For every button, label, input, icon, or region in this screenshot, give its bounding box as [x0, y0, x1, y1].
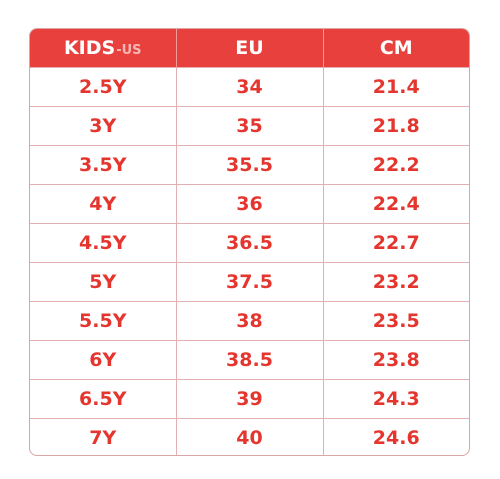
cell-cm-length: 23.2	[323, 261, 469, 301]
table-row: 6.5Y 39 24.3	[30, 378, 469, 418]
table-row: 4Y 36 22.4	[30, 183, 469, 223]
cell-cm-length: 21.8	[323, 105, 469, 145]
table-body: 2.5Y 34 21.4 3Y 35 21.8 3.5Y 35.5 22.2 4…	[30, 66, 469, 455]
size-table-grid: KIDS-US EU CM 2.5Y 34 21.4 3Y 35 21.8 3.…	[30, 29, 469, 455]
table-row: 6Y 38.5 23.8	[30, 339, 469, 379]
cell-cm-length: 21.4	[323, 66, 469, 106]
header-cm: CM	[379, 36, 413, 59]
cell-kids-size: 5.5Y	[30, 300, 177, 340]
cell-cm-length: 22.7	[323, 222, 469, 262]
cell-cm-length: 24.3	[323, 378, 469, 418]
cell-kids-size: 6Y	[30, 339, 177, 379]
cell-kids-size: 5Y	[30, 261, 177, 301]
header-kids-us: KIDS-US	[30, 29, 177, 67]
table-row: 2.5Y 34 21.4	[30, 66, 469, 106]
cell-eu-size: 39	[176, 378, 324, 418]
cell-kids-size: 6.5Y	[30, 378, 177, 418]
header-us-suffix: -US	[116, 42, 142, 58]
cell-eu-size: 38.5	[176, 339, 324, 379]
cell-eu-size: 34	[176, 66, 324, 106]
cell-cm-length: 22.4	[323, 183, 469, 223]
cell-eu-size: 35.5	[176, 144, 324, 184]
cell-kids-size: 2.5Y	[30, 66, 177, 106]
size-chart-table: KIDS-US EU CM 2.5Y 34 21.4 3Y 35 21.8 3.…	[29, 28, 470, 456]
table-row: 3Y 35 21.8	[30, 105, 469, 145]
table-row: 5Y 37.5 23.2	[30, 261, 469, 301]
cell-kids-size: 4Y	[30, 183, 177, 223]
cell-kids-size: 4.5Y	[30, 222, 177, 262]
table-row: 4.5Y 36.5 22.7	[30, 222, 469, 262]
cell-kids-size: 3Y	[30, 105, 177, 145]
cell-cm-length: 22.2	[323, 144, 469, 184]
header-eu: EU	[176, 29, 324, 67]
cell-eu-size: 40	[176, 417, 324, 455]
table-row: 7Y 40 24.6	[30, 417, 469, 455]
header-kids-label: KIDS	[63, 36, 116, 59]
cell-cm-length: 23.5	[323, 300, 469, 340]
table-row: 3.5Y 35.5 22.2	[30, 144, 469, 184]
cell-eu-size: 35	[176, 105, 324, 145]
cell-eu-size: 38	[176, 300, 324, 340]
table-header: KIDS-US EU CM	[30, 29, 469, 67]
cell-cm-length: 23.8	[323, 339, 469, 379]
cell-kids-size: 7Y	[30, 417, 177, 455]
header-row: KIDS-US EU CM	[30, 29, 469, 67]
cell-cm-length: 24.6	[323, 417, 469, 455]
table-row: 5.5Y 38 23.5	[30, 300, 469, 340]
cell-eu-size: 36.5	[176, 222, 324, 262]
cell-eu-size: 36	[176, 183, 324, 223]
cell-eu-size: 37.5	[176, 261, 324, 301]
cell-kids-size: 3.5Y	[30, 144, 177, 184]
